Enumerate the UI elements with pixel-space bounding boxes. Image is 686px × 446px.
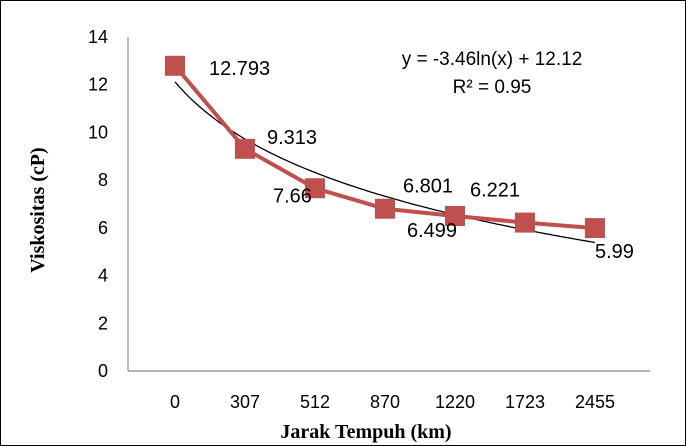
y-axis-title: Viskositas (cP) (27, 147, 49, 272)
y-tick-label: 2 (98, 313, 108, 333)
data-label: 5.99 (595, 241, 634, 263)
data-point-marker (375, 198, 395, 219)
x-tick-label: 1723 (505, 392, 545, 412)
x-tick-labels: 0 307 512 870 1220 1723 2455 (170, 392, 615, 412)
x-tick-label: 307 (230, 392, 260, 412)
y-tick-label: 0 (98, 361, 108, 381)
trendline-r-squared: R² = 0.95 (453, 77, 532, 98)
data-point-marker (305, 178, 325, 199)
trendline-equation: y = -3.46ln(x) + 12.12 (402, 49, 583, 70)
data-label: 6.801 (403, 176, 453, 198)
data-point-marker (515, 212, 535, 233)
data-point-marker (445, 205, 465, 226)
data-label: 7.66 (273, 185, 312, 207)
data-point-marker (235, 138, 255, 159)
x-tick-label: 0 (170, 392, 180, 412)
axes (127, 37, 650, 372)
y-tick-label: 4 (98, 266, 108, 286)
data-label: 9.313 (267, 127, 317, 149)
y-tick-label: 12 (88, 75, 108, 95)
x-tick-label: 512 (300, 392, 330, 412)
data-markers (165, 55, 605, 239)
y-tick-label: 14 (88, 27, 108, 47)
y-tick-label: 6 (98, 218, 108, 238)
x-tick-label: 2455 (575, 392, 615, 412)
data-point-marker (585, 218, 605, 239)
data-label: 12.793 (209, 58, 270, 80)
x-tick-label: 1220 (435, 392, 475, 412)
y-tick-label: 8 (98, 170, 108, 190)
data-point-marker (165, 55, 185, 76)
y-tick-labels: 0 2 4 6 8 10 12 14 (88, 27, 108, 381)
data-labels: 12.793 9.313 7.66 6.801 6.499 6.221 5.99 (209, 58, 634, 263)
data-label: 6.499 (407, 220, 457, 242)
y-tick-label: 10 (88, 122, 108, 142)
data-label: 6.221 (470, 180, 520, 202)
x-tick-label: 870 (370, 392, 400, 412)
x-axis-title: Jarak Tempuh (km) (280, 421, 451, 443)
